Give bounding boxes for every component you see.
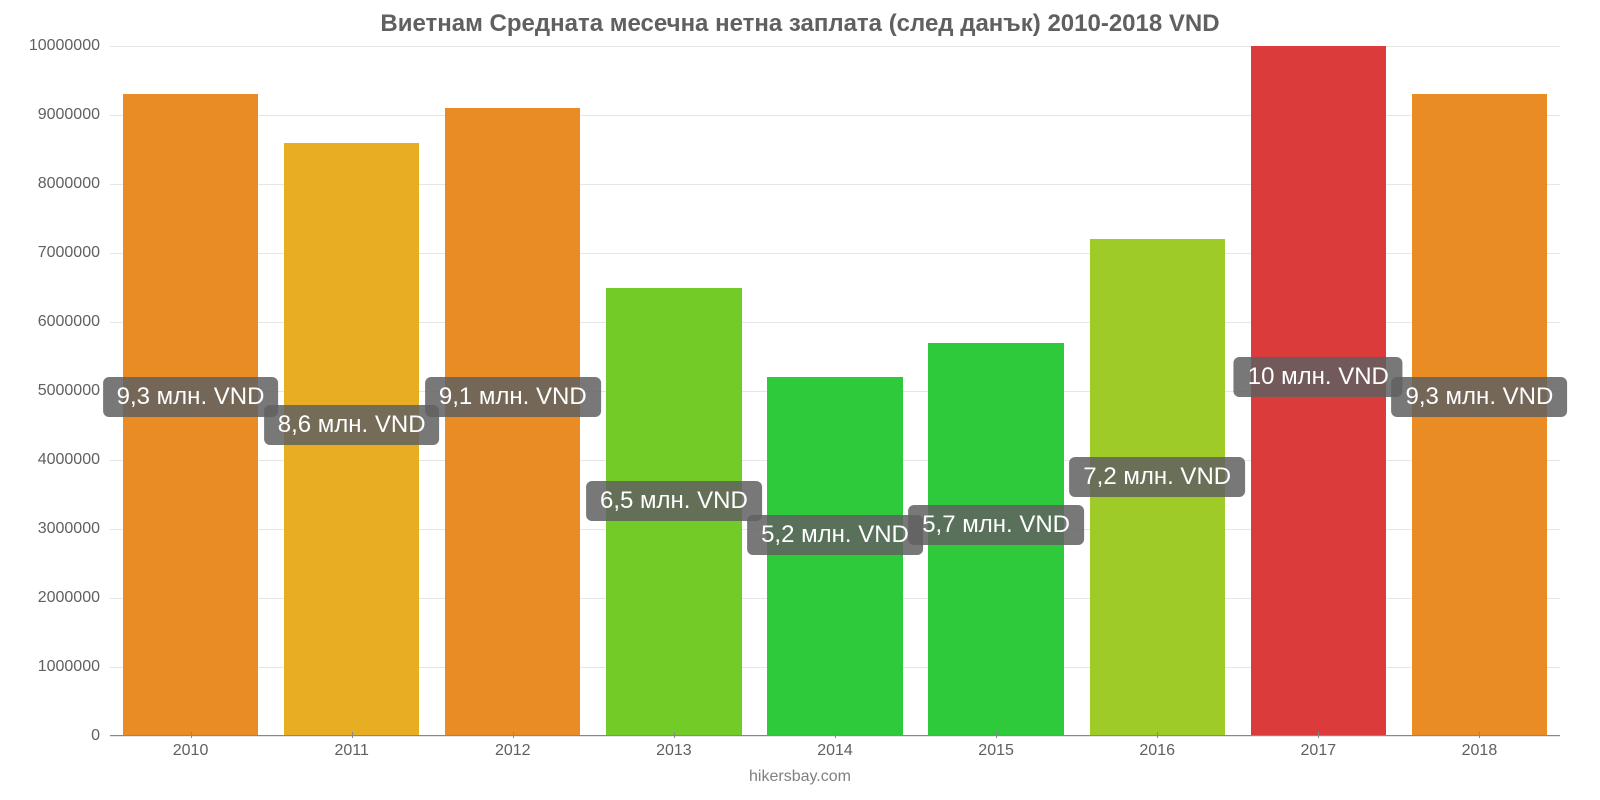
chart-title: Виетнам Средната месечна нетна заплата (…: [20, 10, 1580, 38]
x-tick-label: 2014: [754, 736, 915, 766]
bar: [123, 94, 258, 736]
x-tick-label: 2012: [432, 736, 593, 766]
y-tick-label: 1000000: [38, 658, 110, 676]
y-tick-label: 6000000: [38, 313, 110, 331]
bar-slot: 5,2 млн. VND: [754, 46, 915, 736]
plot-area: 0100000020000003000000400000050000006000…: [110, 46, 1560, 736]
x-tick-label: 2017: [1238, 736, 1399, 766]
y-tick-label: 0: [91, 727, 110, 745]
y-tick-label: 7000000: [38, 244, 110, 262]
bar-chart: Виетнам Средната месечна нетна заплата (…: [0, 0, 1600, 800]
y-tick-label: 3000000: [38, 520, 110, 538]
bar-slot: 6,5 млн. VND: [593, 46, 754, 736]
bar: [1090, 239, 1225, 736]
attribution-text: hikersbay.com: [20, 768, 1580, 786]
bar-slot: 9,3 млн. VND: [110, 46, 271, 736]
bar: [606, 288, 741, 737]
bar-slot: 5,7 млн. VND: [916, 46, 1077, 736]
bar-slot: 7,2 млн. VND: [1077, 46, 1238, 736]
y-tick-label: 2000000: [38, 589, 110, 607]
bar: [284, 143, 419, 736]
x-axis: 201020112012201320142015201620172018: [110, 736, 1560, 766]
x-tick-label: 2011: [271, 736, 432, 766]
bar: [1251, 46, 1386, 736]
y-tick-label: 9000000: [38, 106, 110, 124]
bar-slot: 8,6 млн. VND: [271, 46, 432, 736]
bar-slot: 10 млн. VND: [1238, 46, 1399, 736]
bar-slot: 9,3 млн. VND: [1399, 46, 1560, 736]
x-tick-label: 2015: [916, 736, 1077, 766]
x-tick-label: 2010: [110, 736, 271, 766]
bar-slot: 9,1 млн. VND: [432, 46, 593, 736]
bar: [1412, 94, 1547, 736]
y-tick-label: 8000000: [38, 175, 110, 193]
x-tick-label: 2016: [1077, 736, 1238, 766]
y-tick-label: 10000000: [29, 37, 110, 55]
x-tick-label: 2018: [1399, 736, 1560, 766]
x-tick-label: 2013: [593, 736, 754, 766]
y-tick-label: 5000000: [38, 382, 110, 400]
bars-container: 9,3 млн. VND8,6 млн. VND9,1 млн. VND6,5 …: [110, 46, 1560, 736]
bar: [767, 377, 902, 736]
bar: [445, 108, 580, 736]
y-tick-label: 4000000: [38, 451, 110, 469]
bar: [928, 343, 1063, 736]
